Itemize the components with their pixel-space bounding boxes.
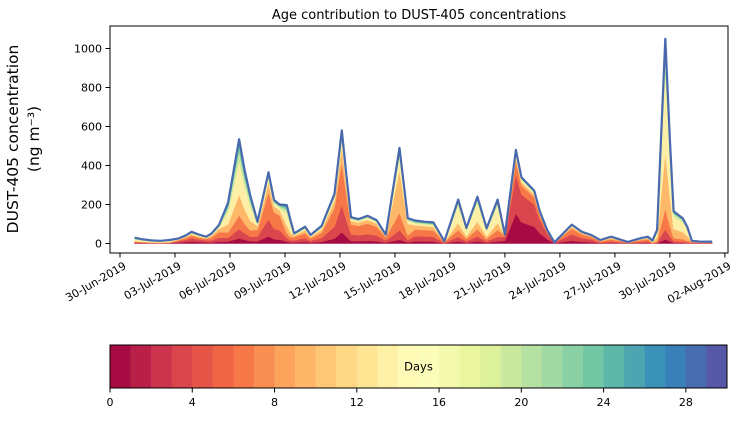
y-tick-label: 1000 (74, 43, 102, 56)
colorbar-segment (624, 345, 646, 388)
colorbar-segment (397, 345, 419, 388)
colorbar-segment (151, 345, 172, 388)
x-tick-label: 09-Jul-2019 (232, 259, 294, 302)
colorbar-segment (212, 345, 234, 388)
colorbar-segment (562, 345, 584, 388)
colorbar-segment (130, 345, 152, 388)
colorbar-segment (459, 345, 481, 388)
colorbar-segment (603, 345, 625, 388)
colorbar-segment (171, 345, 193, 388)
colorbar-segment (439, 345, 460, 388)
age-band-area-7 (134, 38, 713, 243)
x-tick-label: 24-Jul-2019 (507, 259, 569, 302)
colorbar-segment (253, 345, 275, 388)
colorbar-segment (685, 345, 707, 388)
x-tick-label: 30-Jun-2019 (63, 259, 128, 304)
colorbar-segment (480, 345, 502, 388)
colorbar-segment (665, 345, 687, 388)
plot-area (134, 37, 713, 244)
x-tick-label: 12-Jul-2019 (287, 259, 349, 302)
colorbar-segment (583, 345, 604, 388)
chart-title: Age contribution to DUST-405 concentrati… (271, 8, 567, 23)
x-tick-label: 15-Jul-2019 (342, 259, 404, 302)
y-tick-label: 0 (95, 238, 102, 251)
total-concentration-outline (134, 37, 713, 244)
colorbar-tick-label: 24 (597, 396, 611, 409)
y-tick-label: 200 (81, 199, 102, 212)
colorbar-segment (192, 345, 214, 388)
x-tick-label: 06-Jul-2019 (177, 259, 239, 302)
y-tick-label: 800 (81, 82, 102, 95)
colorbar-tick-label: 28 (679, 396, 693, 409)
colorbar-segment (706, 345, 728, 388)
age-band-area-3 (134, 146, 713, 244)
colorbar-label: Days (404, 360, 433, 374)
colorbar-segment (356, 345, 378, 388)
x-tick-label: 27-Jul-2019 (562, 259, 624, 302)
axes-border (109, 25, 729, 254)
y-tick-label: 400 (81, 160, 102, 173)
x-tick-label: 21-Jul-2019 (452, 259, 514, 302)
colorbar-segment (233, 345, 255, 388)
colorbar-tick-label: 4 (189, 396, 196, 409)
colorbar-outline (109, 344, 728, 389)
colorbar-segment (315, 345, 337, 388)
colorbar-tick-label: 20 (514, 396, 528, 409)
colorbar-segment (274, 345, 296, 388)
colorbar-segment (418, 345, 440, 388)
age-band-area-5 (134, 53, 713, 243)
colorbar-segment (521, 345, 543, 388)
colorbar-segment (541, 345, 563, 388)
colorbar-tick-label: 8 (271, 396, 278, 409)
x-tick-label: 03-Jul-2019 (122, 259, 184, 302)
colorbar-segment (295, 345, 316, 388)
colorbar-segment (110, 345, 131, 388)
colorbar-tick-label: 16 (432, 396, 446, 409)
colorbar-segment (644, 345, 666, 388)
colorbar-segment (336, 345, 358, 388)
age-band-area-6 (134, 44, 713, 243)
colorbar-segment (500, 345, 522, 388)
colorbar-segment (377, 345, 399, 388)
x-tick-label: 18-Jul-2019 (397, 259, 459, 302)
colorbar: 0 4 8 12 16 20 24 28 Days (107, 344, 728, 409)
colorbar-tick-label: 0 (107, 396, 114, 409)
y-tick-label: 600 (81, 121, 102, 134)
colorbar-tick-label: 12 (350, 396, 364, 409)
